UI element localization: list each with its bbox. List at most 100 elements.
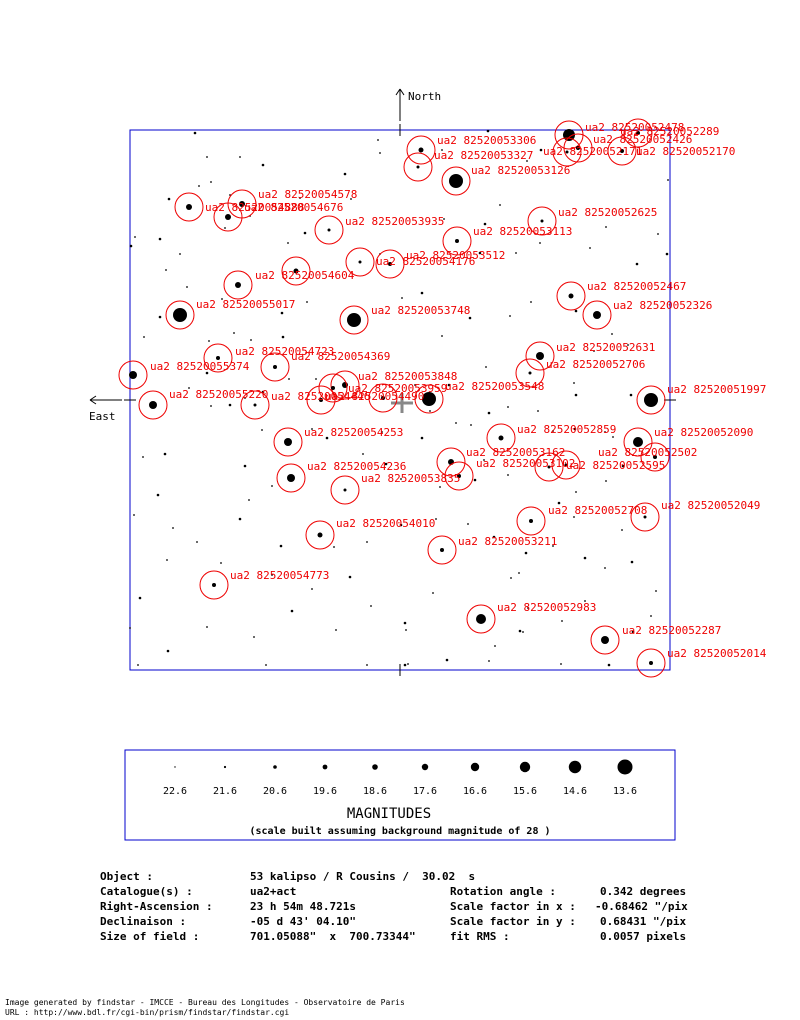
field-star [526, 160, 528, 162]
field-star [443, 218, 445, 220]
field-star [243, 464, 247, 468]
identification-ring [240, 390, 270, 420]
field-star [401, 297, 403, 299]
field-star [261, 429, 263, 431]
identified-star [273, 365, 277, 369]
field-star [335, 629, 337, 631]
field-star [605, 480, 607, 482]
field-star [133, 514, 135, 516]
star-label: ua2 82520054723 [235, 345, 334, 358]
identification-ring [368, 383, 398, 413]
field-star [630, 560, 634, 564]
identification-ring [630, 502, 660, 532]
identification-ring [466, 604, 496, 634]
field-star [635, 262, 639, 266]
field-star [165, 269, 167, 271]
identified-star [287, 474, 295, 482]
field-star [524, 551, 528, 555]
field-star [228, 403, 232, 407]
field-star [205, 371, 209, 375]
identification-ring [515, 358, 545, 388]
identified-star [253, 403, 257, 407]
star-label: ua2 82520054010 [336, 517, 435, 530]
field-star [657, 233, 659, 235]
identification-ring [636, 648, 666, 678]
identification-ring [203, 343, 233, 373]
identified-star [422, 392, 436, 406]
star-label: ua2 82520054773 [230, 569, 329, 582]
field-star [560, 663, 562, 665]
field-star [574, 309, 578, 313]
footer-credit: Image generated by findstar - IMCCE - Bu… [5, 998, 405, 1007]
field-star [655, 590, 657, 592]
identification-ring [590, 625, 620, 655]
star-label: ua2 82520054578 [258, 188, 357, 201]
star-label: ua2 82520052014 [667, 647, 767, 660]
field-star [265, 664, 267, 666]
field-star [172, 527, 174, 529]
identified-star [564, 463, 568, 467]
field-star [377, 139, 379, 141]
field-star [583, 556, 587, 560]
star-label: ua2 82520052478 [585, 121, 684, 134]
north-label: North [408, 90, 441, 103]
identification-ring [444, 461, 474, 491]
field-star [527, 607, 529, 609]
field-star [156, 493, 160, 497]
magnitude-legend: 22.6 21.6 20.6 19.6 18.6 17.6 16.6 15.6 14.6 13.6 [163, 759, 637, 797]
identification-ring [640, 442, 670, 472]
identified-star [529, 519, 533, 523]
identification-ring [486, 423, 516, 453]
field-star [593, 350, 595, 352]
identification-ring [403, 152, 433, 182]
field-star [605, 226, 607, 228]
field-star [271, 485, 273, 487]
field-star [612, 436, 614, 438]
field-star [510, 577, 512, 579]
ra-value: 23 h 54m 48.721s [250, 900, 356, 913]
field-star [539, 242, 541, 244]
field-star [399, 523, 403, 527]
star-label: ua2 82520052171 [543, 145, 642, 158]
field-star [573, 382, 575, 384]
star-label: ua2 82520053306 [437, 134, 536, 147]
object-label: Object : [100, 870, 153, 883]
star-label: ua2 82520053848 [358, 370, 457, 383]
star-label: ua2 82520053959 [348, 382, 447, 395]
field-star [137, 664, 139, 666]
field-star [575, 491, 577, 493]
field-star [167, 197, 171, 201]
star-label: ua2 82520052625 [558, 206, 657, 219]
east-arrow [89, 395, 122, 405]
legend-magnitude-label: 16.6 [463, 786, 487, 797]
legend-magnitude-label: 15.6 [513, 786, 537, 797]
field-star [248, 499, 250, 501]
identified-star [568, 293, 574, 299]
east-label: East [89, 410, 116, 423]
identified-star [129, 371, 137, 379]
identification-ring [339, 305, 369, 335]
legend-marker [470, 762, 480, 772]
field-star [403, 621, 407, 625]
identified-star [565, 150, 569, 154]
identified-star [476, 614, 486, 624]
star-label: ua2 82520055017 [196, 298, 295, 311]
star-label: ua2 82520052595 [566, 459, 665, 472]
center-ticks [124, 124, 676, 676]
identification-ring [623, 118, 653, 148]
star-label: ua2 82520054253 [304, 426, 403, 439]
identified-star [547, 465, 551, 469]
legend-marker [568, 760, 582, 774]
identified-star [601, 636, 609, 644]
identification-ring [345, 247, 375, 277]
catalogue-value: ua2+act [250, 885, 297, 898]
field-star [238, 517, 242, 521]
identification-ring [165, 300, 195, 330]
field-star [210, 405, 212, 407]
field-star [518, 572, 520, 574]
field-star [138, 596, 142, 600]
legend-magnitude-label: 20.6 [263, 786, 287, 797]
field-star [158, 237, 162, 241]
legend-marker [519, 761, 531, 773]
